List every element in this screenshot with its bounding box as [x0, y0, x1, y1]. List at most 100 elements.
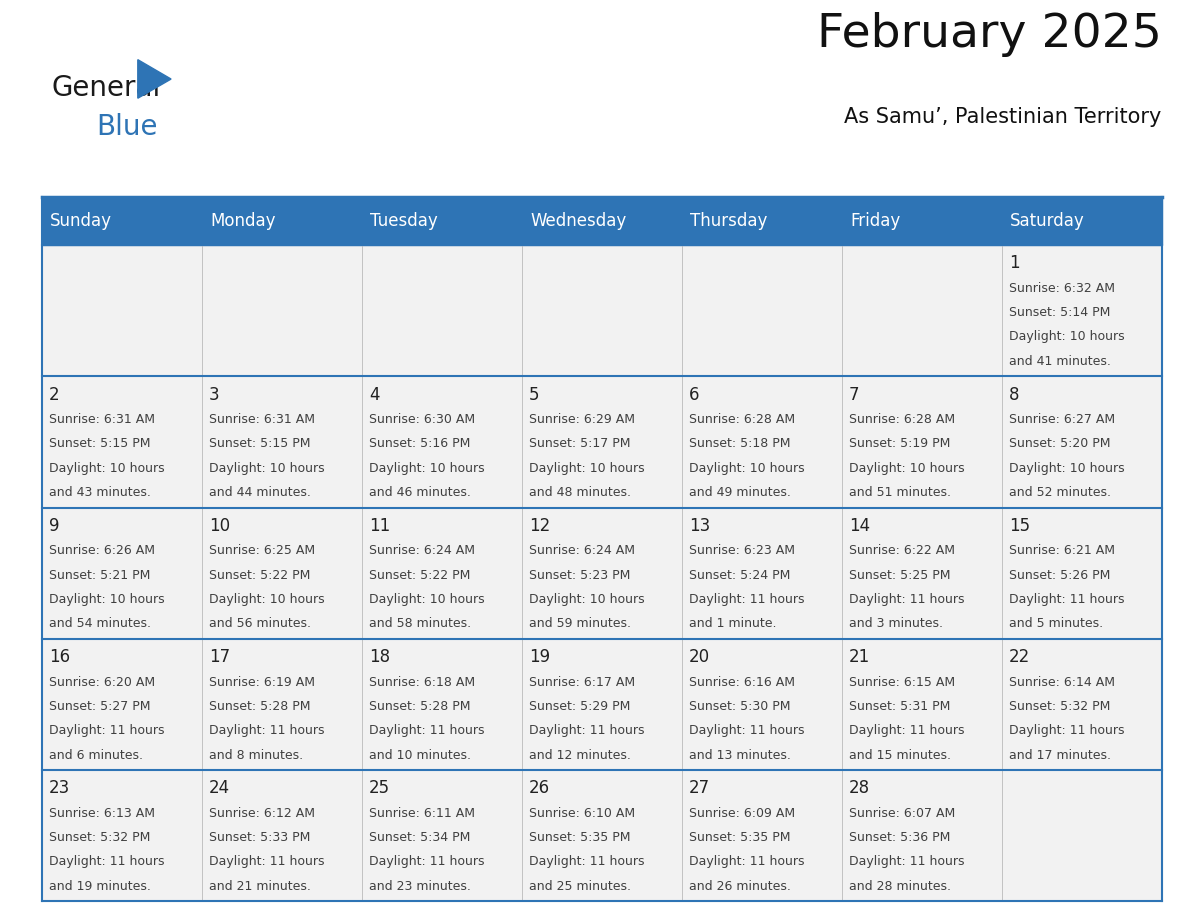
- Text: Sunset: 5:25 PM: Sunset: 5:25 PM: [849, 568, 950, 582]
- Text: 16: 16: [49, 648, 70, 666]
- Text: Tuesday: Tuesday: [369, 212, 437, 230]
- Text: Sunrise: 6:27 AM: Sunrise: 6:27 AM: [1009, 413, 1116, 426]
- Text: and 6 minutes.: and 6 minutes.: [49, 748, 143, 762]
- Text: Saturday: Saturday: [1010, 212, 1085, 230]
- Text: Daylight: 10 hours: Daylight: 10 hours: [849, 462, 965, 475]
- Text: and 44 minutes.: and 44 minutes.: [209, 486, 310, 499]
- Text: Sunrise: 6:23 AM: Sunrise: 6:23 AM: [689, 544, 795, 557]
- Text: Sunset: 5:24 PM: Sunset: 5:24 PM: [689, 568, 790, 582]
- Text: and 5 minutes.: and 5 minutes.: [1009, 617, 1104, 631]
- Text: 25: 25: [368, 779, 390, 798]
- Text: As Samu’, Palestinian Territory: As Samu’, Palestinian Territory: [845, 106, 1162, 127]
- Text: Sunrise: 6:11 AM: Sunrise: 6:11 AM: [368, 807, 475, 820]
- Text: 13: 13: [689, 517, 710, 535]
- Text: Sunrise: 6:31 AM: Sunrise: 6:31 AM: [49, 413, 154, 426]
- Text: 21: 21: [849, 648, 870, 666]
- Text: Sunset: 5:29 PM: Sunset: 5:29 PM: [529, 700, 630, 713]
- Text: Sunrise: 6:26 AM: Sunrise: 6:26 AM: [49, 544, 154, 557]
- Text: 17: 17: [209, 648, 229, 666]
- Text: Sunrise: 6:28 AM: Sunrise: 6:28 AM: [689, 413, 795, 426]
- Text: Daylight: 11 hours: Daylight: 11 hours: [49, 724, 164, 737]
- Text: Monday: Monday: [210, 212, 276, 230]
- Text: Sunrise: 6:09 AM: Sunrise: 6:09 AM: [689, 807, 795, 820]
- Bar: [42, 197, 1162, 245]
- Text: Sunrise: 6:29 AM: Sunrise: 6:29 AM: [529, 413, 634, 426]
- Bar: [42, 376, 1162, 508]
- Text: Daylight: 10 hours: Daylight: 10 hours: [1009, 330, 1125, 343]
- Text: 27: 27: [689, 779, 710, 798]
- Text: and 23 minutes.: and 23 minutes.: [368, 879, 470, 893]
- Text: Daylight: 11 hours: Daylight: 11 hours: [368, 856, 485, 868]
- Text: 24: 24: [209, 779, 229, 798]
- Text: Sunrise: 6:24 AM: Sunrise: 6:24 AM: [368, 544, 475, 557]
- Text: Sunset: 5:36 PM: Sunset: 5:36 PM: [849, 831, 950, 845]
- Text: Sunset: 5:26 PM: Sunset: 5:26 PM: [1009, 568, 1111, 582]
- Text: Daylight: 10 hours: Daylight: 10 hours: [368, 593, 485, 606]
- Text: Sunrise: 6:24 AM: Sunrise: 6:24 AM: [529, 544, 634, 557]
- Text: Sunrise: 6:20 AM: Sunrise: 6:20 AM: [49, 676, 154, 688]
- Text: Daylight: 10 hours: Daylight: 10 hours: [529, 462, 644, 475]
- Text: Thursday: Thursday: [690, 212, 767, 230]
- Text: and 48 minutes.: and 48 minutes.: [529, 486, 631, 499]
- Text: Daylight: 10 hours: Daylight: 10 hours: [49, 462, 164, 475]
- Text: and 19 minutes.: and 19 minutes.: [49, 879, 151, 893]
- Text: Sunrise: 6:07 AM: Sunrise: 6:07 AM: [849, 807, 955, 820]
- Text: Sunrise: 6:18 AM: Sunrise: 6:18 AM: [368, 676, 475, 688]
- Text: Daylight: 11 hours: Daylight: 11 hours: [529, 724, 644, 737]
- Text: Daylight: 11 hours: Daylight: 11 hours: [209, 856, 324, 868]
- Text: Daylight: 10 hours: Daylight: 10 hours: [529, 593, 644, 606]
- Text: and 17 minutes.: and 17 minutes.: [1009, 748, 1111, 762]
- Text: Sunset: 5:18 PM: Sunset: 5:18 PM: [689, 437, 790, 451]
- Bar: [42, 639, 1162, 770]
- Text: Daylight: 11 hours: Daylight: 11 hours: [1009, 724, 1125, 737]
- Text: and 13 minutes.: and 13 minutes.: [689, 748, 791, 762]
- Text: and 41 minutes.: and 41 minutes.: [1009, 354, 1111, 368]
- Text: February 2025: February 2025: [817, 12, 1162, 57]
- Text: Sunset: 5:15 PM: Sunset: 5:15 PM: [49, 437, 150, 451]
- Text: Sunrise: 6:21 AM: Sunrise: 6:21 AM: [1009, 544, 1116, 557]
- Polygon shape: [138, 60, 171, 98]
- Text: Daylight: 11 hours: Daylight: 11 hours: [689, 856, 804, 868]
- Text: Sunrise: 6:31 AM: Sunrise: 6:31 AM: [209, 413, 315, 426]
- Text: Daylight: 11 hours: Daylight: 11 hours: [689, 724, 804, 737]
- Text: Sunset: 5:31 PM: Sunset: 5:31 PM: [849, 700, 950, 713]
- Text: and 3 minutes.: and 3 minutes.: [849, 617, 943, 631]
- Text: and 25 minutes.: and 25 minutes.: [529, 879, 631, 893]
- Bar: [42, 770, 1162, 901]
- Text: Friday: Friday: [851, 212, 901, 230]
- Text: Sunrise: 6:22 AM: Sunrise: 6:22 AM: [849, 544, 955, 557]
- Text: 6: 6: [689, 386, 700, 404]
- Text: Sunset: 5:17 PM: Sunset: 5:17 PM: [529, 437, 631, 451]
- Text: and 15 minutes.: and 15 minutes.: [849, 748, 950, 762]
- Text: Sunset: 5:22 PM: Sunset: 5:22 PM: [368, 568, 470, 582]
- Text: and 58 minutes.: and 58 minutes.: [368, 617, 470, 631]
- Text: 4: 4: [368, 386, 379, 404]
- Text: Sunset: 5:27 PM: Sunset: 5:27 PM: [49, 700, 150, 713]
- Text: Daylight: 10 hours: Daylight: 10 hours: [49, 593, 164, 606]
- Text: Sunrise: 6:32 AM: Sunrise: 6:32 AM: [1009, 282, 1116, 295]
- Text: General: General: [51, 74, 160, 103]
- Text: 2: 2: [49, 386, 59, 404]
- Text: Sunrise: 6:30 AM: Sunrise: 6:30 AM: [368, 413, 475, 426]
- Text: Daylight: 11 hours: Daylight: 11 hours: [368, 724, 485, 737]
- Text: and 10 minutes.: and 10 minutes.: [368, 748, 470, 762]
- Text: 3: 3: [209, 386, 220, 404]
- Text: Sunrise: 6:17 AM: Sunrise: 6:17 AM: [529, 676, 634, 688]
- Text: Sunset: 5:15 PM: Sunset: 5:15 PM: [209, 437, 310, 451]
- Text: 23: 23: [49, 779, 70, 798]
- Text: Daylight: 11 hours: Daylight: 11 hours: [529, 856, 644, 868]
- Text: Daylight: 11 hours: Daylight: 11 hours: [1009, 593, 1125, 606]
- Text: Sunset: 5:32 PM: Sunset: 5:32 PM: [1009, 700, 1111, 713]
- Text: Sunday: Sunday: [50, 212, 112, 230]
- Text: and 52 minutes.: and 52 minutes.: [1009, 486, 1111, 499]
- Text: 20: 20: [689, 648, 710, 666]
- Text: Daylight: 10 hours: Daylight: 10 hours: [689, 462, 804, 475]
- Text: Sunrise: 6:12 AM: Sunrise: 6:12 AM: [209, 807, 315, 820]
- Bar: [42, 508, 1162, 639]
- Text: Daylight: 11 hours: Daylight: 11 hours: [849, 593, 965, 606]
- Text: 8: 8: [1009, 386, 1019, 404]
- Text: Blue: Blue: [96, 113, 158, 141]
- Text: 1: 1: [1009, 254, 1019, 273]
- Text: and 59 minutes.: and 59 minutes.: [529, 617, 631, 631]
- Text: Sunrise: 6:16 AM: Sunrise: 6:16 AM: [689, 676, 795, 688]
